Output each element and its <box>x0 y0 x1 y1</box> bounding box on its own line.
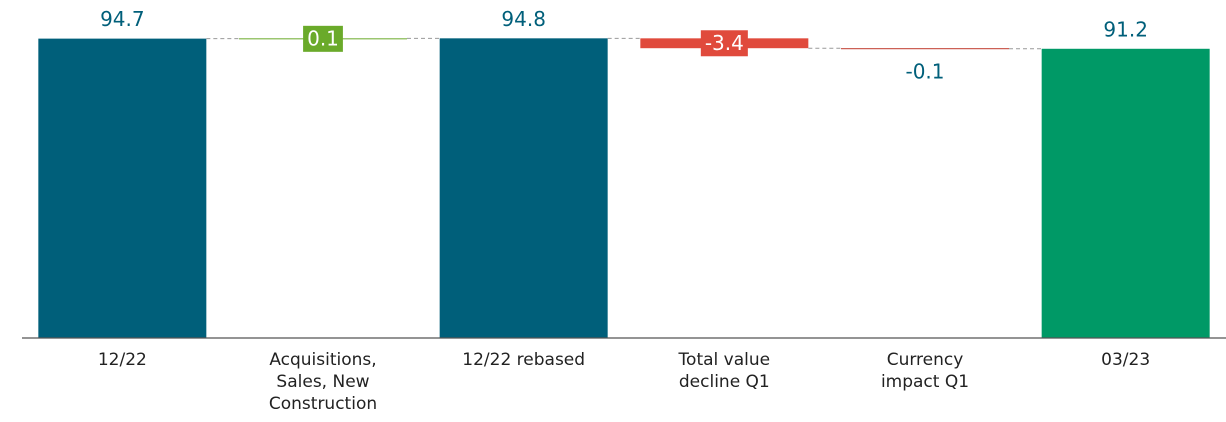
value-label: 94.7 <box>100 7 145 31</box>
bar <box>38 38 207 339</box>
x-tick-label-line: impact Q1 <box>881 372 969 392</box>
value-label-group: 0.1 <box>303 25 343 52</box>
value-label-group: -3.4 <box>700 30 748 57</box>
x-tick-label-line: 03/23 <box>1101 350 1150 370</box>
x-tick-label-line: Acquisitions, <box>269 350 376 370</box>
value-label-box <box>700 30 748 57</box>
value-label: 94.8 <box>501 7 546 31</box>
bar <box>841 48 1009 50</box>
x-tick-label: 12/22 <box>98 350 147 370</box>
value-label: -3.4 <box>705 31 744 55</box>
x-tick-label-line: 12/22 rebased <box>462 350 585 370</box>
x-tick-label: Acquisitions, Sales, New Construction <box>269 350 377 414</box>
value-label: 91.2 <box>1103 17 1148 41</box>
x-tick-label: 12/22 rebased <box>462 350 585 370</box>
x-tick-label-line: Construction <box>269 394 377 414</box>
x-tick-label-line: Sales, New <box>276 372 369 392</box>
x-tick-label-line: Currency <box>887 350 964 370</box>
x-tick-label: 03/23 <box>1101 350 1150 370</box>
bar <box>1041 48 1210 338</box>
x-tick-label: Currency impact Q1 <box>881 350 969 392</box>
x-tick-label-line: decline Q1 <box>679 372 770 392</box>
value-label: -0.1 <box>905 60 944 84</box>
x-tick-label: Total value decline Q1 <box>678 350 771 392</box>
value-label: 0.1 <box>307 26 339 50</box>
x-tick-label-line: 12/22 <box>98 350 147 370</box>
x-tick-label-line: Total value <box>678 350 771 370</box>
bar <box>439 38 608 338</box>
value-label-box <box>303 25 343 52</box>
